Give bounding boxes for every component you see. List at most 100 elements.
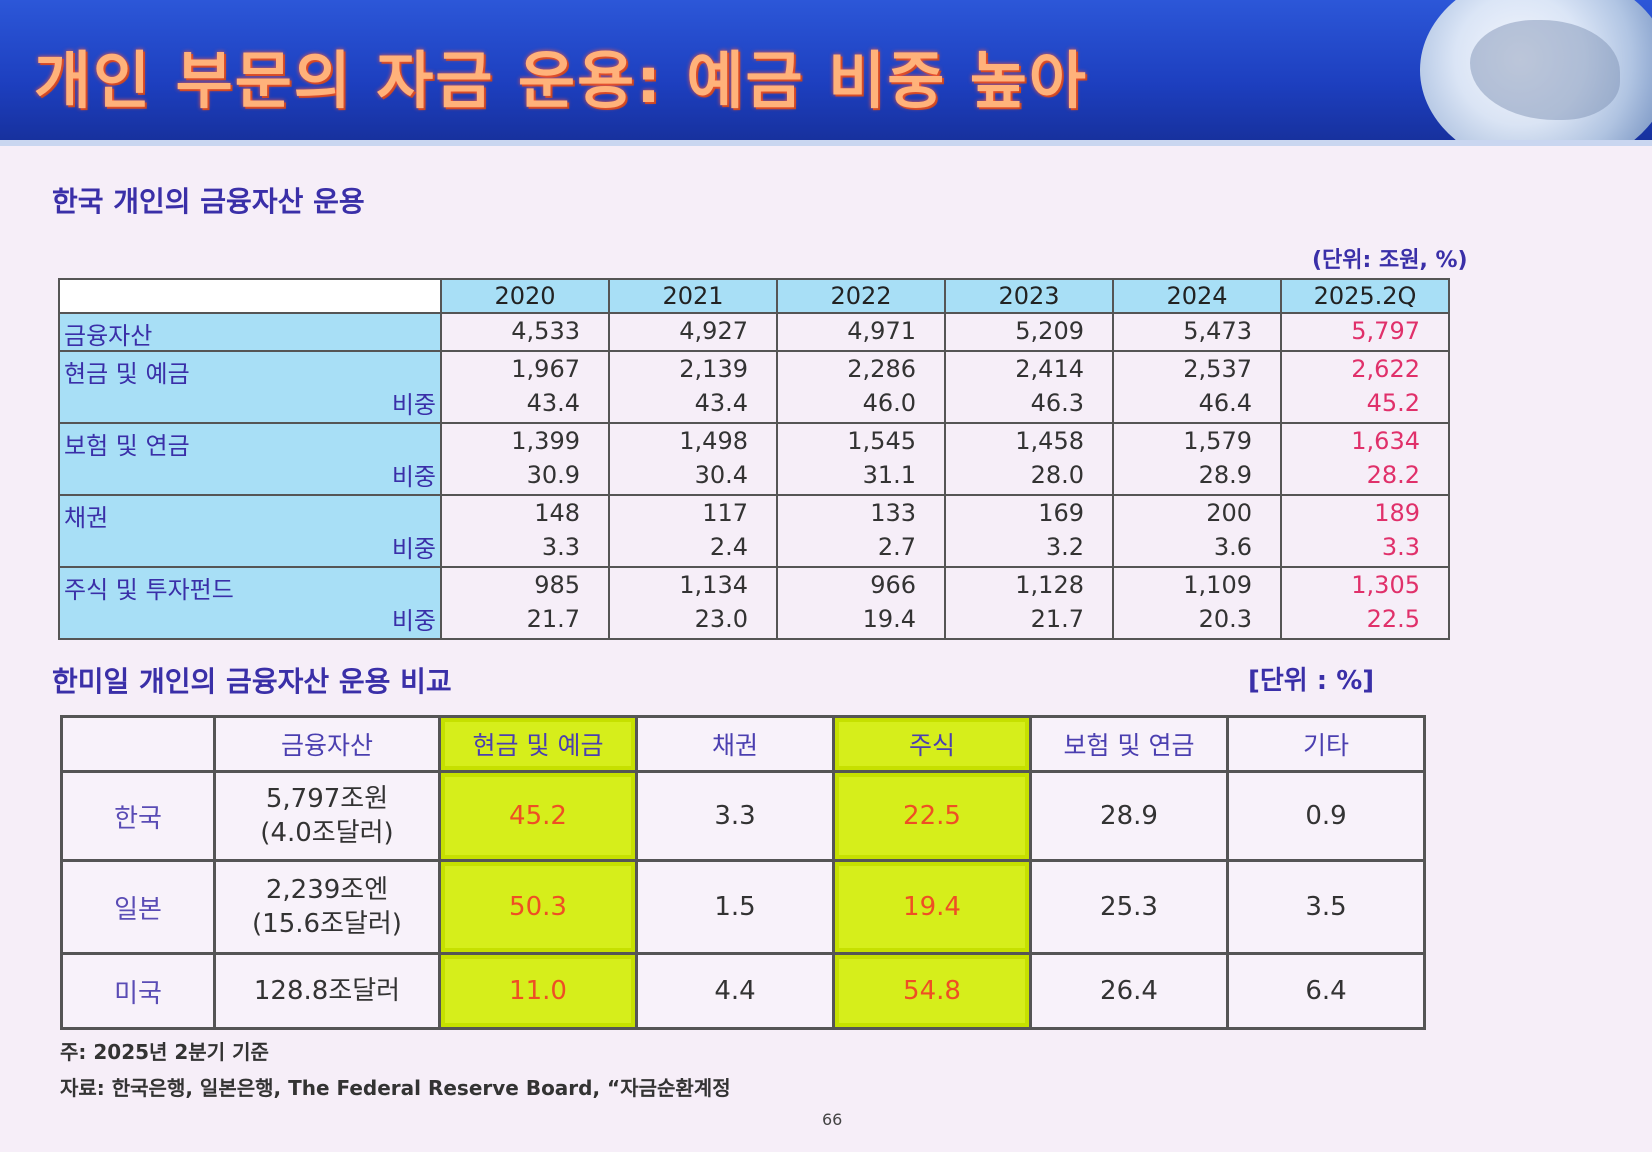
page-number: 66 <box>822 1110 843 1129</box>
column-header: 금융자산 <box>213 715 441 773</box>
table-cell: 1,399 <box>511 427 580 455</box>
country-cell: 미국 <box>60 952 216 1030</box>
year-header: 2025.2Q <box>1280 278 1450 314</box>
share-cell: 23.0 <box>694 605 748 633</box>
share-cell: 43.4 <box>694 389 748 417</box>
share-cell: 3.6 <box>1213 533 1252 561</box>
table-cell: 2,622 <box>1351 355 1420 383</box>
table1-title: 한국 개인의 금융자산 운용 <box>52 185 365 218</box>
table1-unit: (단위: 조원, %) <box>1312 248 1468 273</box>
asset-cell: 2,239조엔 (15.6조달러) <box>213 859 441 955</box>
share-cell: 46.0 <box>862 389 916 417</box>
table-cell: 2,139 <box>679 355 748 383</box>
column-header: 현금 및 예금 <box>438 715 638 773</box>
share-cell: 43.4 <box>526 389 580 417</box>
table-row: 금융자산 4,533 4,927 4,971 5,209 5,473 5,797 <box>58 312 1450 352</box>
table-cell: 1,498 <box>679 427 748 455</box>
table-cell: 2,414 <box>1015 355 1084 383</box>
table-cell: 0.9 <box>1226 770 1426 862</box>
footnote: 주: 2025년 2분기 기준 <box>60 1040 269 1064</box>
table-row: 보험 및 연금 비중 1,399 30.9 1,498 30.4 1,545 31.1 … <box>58 422 1450 496</box>
table-cell: 2,537 <box>1183 355 1252 383</box>
table-cell: 4,927 <box>679 317 748 345</box>
korea-japan-us-comparison-table: 금융자산 현금 및 예금 채권 주식 보험 및 연금 기타 한국 5,797조원… <box>60 715 1426 1030</box>
table-cell: 133 <box>870 499 916 527</box>
table-cell: 4,533 <box>511 317 580 345</box>
share-cell: 22.5 <box>1366 605 1420 633</box>
share-cell: 2.4 <box>709 533 748 561</box>
globe-land-shape <box>1470 20 1620 120</box>
column-header: 주식 <box>832 715 1032 773</box>
table-cell: 50.3 <box>438 859 638 955</box>
share-cell: 3.2 <box>1045 533 1084 561</box>
table-cell: 1,128 <box>1015 571 1084 599</box>
korea-financial-assets-table: 2020 2021 2022 2023 2024 2025.2Q 금융자산 4,… <box>58 278 1450 640</box>
table-cell: 4,971 <box>847 317 916 345</box>
year-header: 2022 <box>776 278 946 314</box>
table-cell: 5,473 <box>1183 317 1252 345</box>
asset-cell: 5,797조원 (4.0조달러) <box>213 770 441 862</box>
table-cell: 148 <box>534 499 580 527</box>
table-cell: 985 <box>534 571 580 599</box>
table-cell: 45.2 <box>438 770 638 862</box>
year-header: 2024 <box>1112 278 1282 314</box>
asset-cell: 128.8조달러 <box>213 952 441 1030</box>
source-note: 자료: 한국은행, 일본은행, The Federal Reserve Boar… <box>60 1076 731 1100</box>
table2-unit: [단위 : %] <box>1248 666 1375 696</box>
table-cell: 1,967 <box>511 355 580 383</box>
row-label: 채권 비중 <box>58 494 442 568</box>
table-cell: 22.5 <box>832 770 1032 862</box>
title-banner: 개인 부문의 자금 운용: 예금 비중 높아 <box>0 0 1652 146</box>
year-header: 2020 <box>440 278 610 314</box>
country-cell: 한국 <box>60 770 216 862</box>
table-row: 일본 2,239조엔 (15.6조달러) 50.3 1.5 19.4 25.3 3… <box>60 859 1426 955</box>
table1-corner <box>58 278 442 314</box>
table-cell: 117 <box>702 499 748 527</box>
table-row: 채권 비중 148 3.3 117 2.4 133 2.7 169 3.2 200 3.6 … <box>58 494 1450 568</box>
table-cell: 54.8 <box>832 952 1032 1030</box>
row-label: 보험 및 연금 비중 <box>58 422 442 496</box>
share-cell: 45.2 <box>1366 389 1420 417</box>
table-cell: 1,545 <box>847 427 916 455</box>
row-label: 주식 및 투자펀드 비중 <box>58 566 442 640</box>
table-cell: 5,209 <box>1015 317 1084 345</box>
globe-image <box>1420 0 1652 140</box>
table-cell: 966 <box>870 571 916 599</box>
table-cell: 169 <box>1038 499 1084 527</box>
table-cell: 25.3 <box>1029 859 1229 955</box>
table-cell: 3.5 <box>1226 859 1426 955</box>
share-cell: 30.4 <box>694 461 748 489</box>
table2-title: 한미일 개인의 금융자산 운용 비교 <box>52 665 452 698</box>
table-cell: 1,634 <box>1351 427 1420 455</box>
column-header: 기타 <box>1226 715 1426 773</box>
share-cell: 31.1 <box>862 461 916 489</box>
table-cell: 2,286 <box>847 355 916 383</box>
table-row: 한국 5,797조원 (4.0조달러) 45.2 3.3 22.5 28.9 0.… <box>60 770 1426 862</box>
row-label: 현금 및 예금 비중 <box>58 350 442 424</box>
table-cell: 1,458 <box>1015 427 1084 455</box>
column-header: 채권 <box>635 715 835 773</box>
table-cell: 6.4 <box>1226 952 1426 1030</box>
country-cell: 일본 <box>60 859 216 955</box>
table-cell: 189 <box>1374 499 1420 527</box>
share-cell: 46.4 <box>1198 389 1252 417</box>
share-cell: 30.9 <box>526 461 580 489</box>
table-cell: 1,134 <box>679 571 748 599</box>
share-cell: 3.3 <box>1381 533 1420 561</box>
table-cell: 1,579 <box>1183 427 1252 455</box>
table-row: 주식 및 투자펀드 비중 985 21.7 1,134 23.0 966 19.4 1,… <box>58 566 1450 640</box>
table-cell: 19.4 <box>832 859 1032 955</box>
share-cell: 19.4 <box>862 605 916 633</box>
table-row: 현금 및 예금 비중 1,967 43.4 2,139 43.4 2,286 46.0 … <box>58 350 1450 424</box>
table-cell: 5,797 <box>1351 317 1420 345</box>
table-cell: 1.5 <box>635 859 835 955</box>
table-cell: 200 <box>1206 499 1252 527</box>
share-cell: 28.9 <box>1198 461 1252 489</box>
share-cell: 21.7 <box>526 605 580 633</box>
share-cell: 3.3 <box>541 533 580 561</box>
table-cell: 1,109 <box>1183 571 1252 599</box>
table-cell: 1,305 <box>1351 571 1420 599</box>
share-cell: 28.2 <box>1366 461 1420 489</box>
share-cell: 21.7 <box>1030 605 1084 633</box>
table-row: 미국 128.8조달러 11.0 4.4 54.8 26.4 6.4 <box>60 952 1426 1030</box>
